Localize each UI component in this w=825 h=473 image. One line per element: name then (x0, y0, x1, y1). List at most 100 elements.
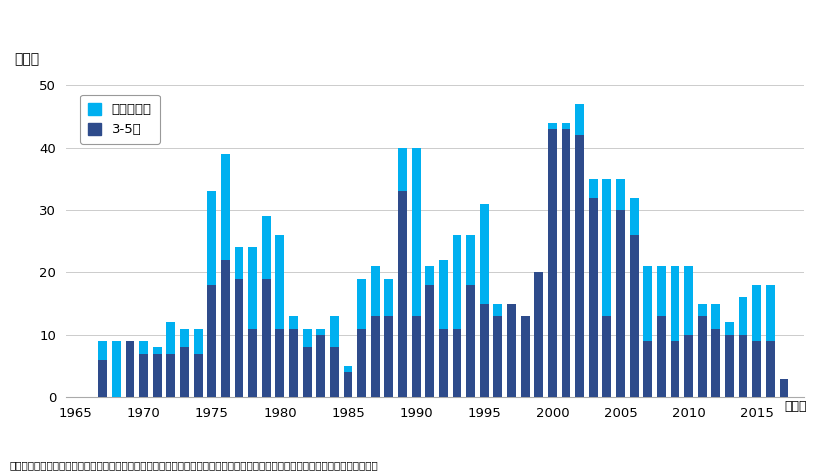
Text: （日）: （日） (14, 53, 40, 66)
Bar (752, 341, 761, 397)
Bar (466, 235, 475, 285)
Bar (602, 179, 611, 316)
Bar (725, 323, 734, 335)
Bar (343, 372, 352, 397)
Bar (98, 360, 107, 397)
Bar (629, 198, 639, 235)
Bar (194, 354, 203, 397)
Bar (370, 266, 380, 316)
Bar (426, 266, 434, 285)
Bar (221, 154, 230, 260)
Bar (752, 285, 761, 341)
Bar (644, 266, 652, 341)
Bar (738, 335, 747, 397)
Bar (644, 341, 652, 397)
Bar (303, 347, 312, 397)
Bar (139, 354, 148, 397)
Bar (125, 341, 134, 397)
Bar (439, 329, 448, 397)
Bar (412, 316, 421, 397)
Bar (316, 329, 325, 335)
Bar (575, 135, 584, 397)
Bar (153, 354, 162, 397)
Bar (167, 354, 176, 397)
Bar (589, 198, 597, 397)
Bar (112, 341, 120, 397)
Bar (548, 129, 557, 397)
Bar (562, 123, 570, 129)
Bar (343, 366, 352, 372)
Bar (562, 129, 570, 397)
Bar (439, 260, 448, 329)
Bar (384, 316, 394, 397)
Bar (426, 285, 434, 397)
Bar (180, 329, 189, 347)
Bar (698, 304, 707, 316)
Bar (725, 335, 734, 397)
Bar (153, 347, 162, 354)
Bar (207, 191, 216, 285)
Bar (248, 247, 257, 329)
Bar (480, 204, 488, 304)
Bar (575, 104, 584, 135)
Bar (493, 316, 502, 397)
Bar (548, 123, 557, 129)
Bar (357, 329, 366, 397)
Text: 日本における年別の黄砂観測日数（昭和42年（1967年）～平成29年（2017年））: 日本における年別の黄砂観測日数（昭和42年（1967年）～平成29年（2017年… (212, 29, 613, 44)
Bar (276, 235, 285, 329)
Bar (521, 316, 530, 397)
Bar (684, 335, 693, 397)
Bar (330, 316, 339, 347)
Bar (616, 210, 625, 397)
Bar (248, 329, 257, 397)
Bar (303, 329, 312, 347)
Bar (234, 247, 243, 279)
Bar (234, 279, 243, 397)
Bar (698, 316, 707, 397)
Bar (453, 235, 461, 329)
Bar (316, 335, 325, 397)
Bar (629, 235, 639, 397)
Bar (276, 329, 285, 397)
Bar (221, 260, 230, 397)
Bar (766, 341, 775, 397)
Bar (507, 304, 516, 397)
Bar (262, 279, 271, 397)
Bar (493, 304, 502, 316)
Bar (589, 179, 597, 198)
Bar (412, 148, 421, 316)
Bar (207, 285, 216, 397)
Text: 黄砂観測日数とは、国内のいずれかの気象台や測候所で黄砂を観測した日数で、同じ日に何地点で観測しても１日として数えます。: 黄砂観測日数とは、国内のいずれかの気象台や測候所で黄砂を観測した日数で、同じ日に… (10, 461, 379, 471)
Bar (262, 216, 271, 279)
Bar (139, 341, 148, 354)
Bar (384, 279, 394, 316)
Bar (289, 329, 298, 397)
Bar (167, 323, 176, 354)
Bar (535, 272, 543, 397)
Bar (357, 279, 366, 329)
Bar (657, 316, 666, 397)
Bar (194, 329, 203, 354)
Legend: その他の月, 3-5月: その他の月, 3-5月 (80, 95, 159, 144)
Bar (289, 316, 298, 329)
Bar (466, 285, 475, 397)
Bar (780, 378, 789, 397)
Bar (738, 298, 747, 335)
Bar (711, 304, 720, 329)
Bar (453, 329, 461, 397)
Bar (657, 266, 666, 316)
Bar (711, 329, 720, 397)
Bar (671, 266, 679, 341)
Bar (480, 304, 488, 397)
Text: （年）: （年） (785, 400, 807, 412)
Bar (398, 148, 407, 191)
Bar (671, 341, 679, 397)
Bar (98, 341, 107, 360)
Bar (330, 347, 339, 397)
Bar (766, 285, 775, 341)
Bar (684, 266, 693, 335)
Bar (180, 347, 189, 397)
Bar (616, 179, 625, 210)
Bar (398, 191, 407, 397)
Bar (602, 316, 611, 397)
